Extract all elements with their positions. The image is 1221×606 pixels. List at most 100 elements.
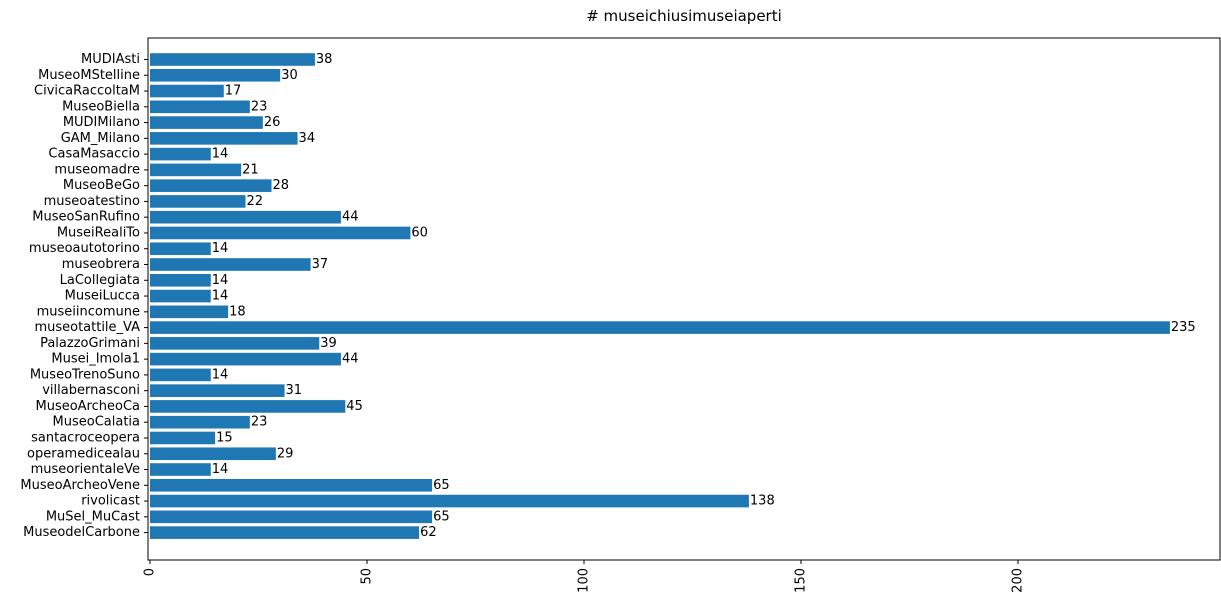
y-tick-label: MuseoArcheoVene bbox=[20, 478, 140, 493]
data-label: 14 bbox=[212, 273, 229, 288]
bar-MuseiLucca bbox=[150, 289, 211, 303]
y-tick-label: villabernasconi bbox=[42, 383, 140, 398]
data-label: 44 bbox=[342, 210, 359, 225]
bar-MuseoSanRufino bbox=[150, 210, 341, 224]
y-tick-label: operamedicealau bbox=[27, 446, 140, 461]
data-label: 17 bbox=[225, 84, 242, 99]
bar-MuseiRealiTo bbox=[150, 226, 411, 240]
chart-title: # museichiusimuseiaperti bbox=[586, 7, 782, 25]
bar-museoatestino bbox=[150, 195, 246, 208]
data-label: 235 bbox=[1171, 320, 1196, 335]
y-tick-label: CivicaRaccoltaM bbox=[34, 84, 140, 99]
bar-museoautotorino bbox=[150, 242, 211, 256]
y-tick-label: museorientaleVe bbox=[31, 462, 140, 477]
y-tick-label: MuSel_MuCast bbox=[46, 509, 140, 524]
bar-CivicaRaccoltaM bbox=[150, 84, 224, 98]
y-tick-label: MuseoSanRufino bbox=[32, 210, 140, 225]
data-label: 44 bbox=[342, 352, 359, 367]
bar-GAM_Milano bbox=[150, 132, 298, 145]
y-tick-label: LaCollegiata bbox=[60, 273, 140, 288]
y-tick-label: museoatestino bbox=[44, 194, 140, 209]
bar-MuseoMStelline bbox=[150, 68, 281, 82]
data-label: 14 bbox=[212, 289, 229, 304]
bars-group bbox=[150, 53, 1170, 539]
y-tick-label: MuseoTrenoSuno bbox=[30, 367, 140, 382]
data-label: 60 bbox=[411, 225, 428, 240]
y-tick-label: museobrera bbox=[62, 257, 140, 272]
x-tick-label: 50 bbox=[360, 568, 375, 585]
data-label: 39 bbox=[320, 336, 337, 351]
y-tick-label: MuseiLucca bbox=[65, 289, 140, 304]
bar-MuseoBiella bbox=[150, 100, 250, 114]
data-label: 23 bbox=[251, 415, 268, 430]
y-tick-label: museiincomune bbox=[37, 304, 140, 319]
y-tick-label: santacroceopera bbox=[31, 430, 140, 445]
y-tick-label: MUDIMilano bbox=[63, 115, 140, 130]
data-label: 22 bbox=[246, 194, 263, 209]
data-label: 28 bbox=[273, 178, 290, 193]
bar-CasaMasaccio bbox=[150, 147, 211, 161]
data-label: 38 bbox=[316, 52, 333, 67]
bar-MuSel_MuCast bbox=[150, 510, 433, 524]
data-label: 23 bbox=[251, 99, 268, 114]
y-tick-label: GAM_Milano bbox=[61, 131, 140, 146]
y-tick-label: MuseiRealiTo bbox=[57, 225, 140, 240]
bar-museomadre bbox=[150, 163, 242, 177]
y-tick-label: museoautotorino bbox=[29, 241, 140, 256]
data-label: 18 bbox=[229, 304, 246, 319]
data-label: 15 bbox=[216, 430, 233, 445]
data-label: 14 bbox=[212, 367, 229, 382]
bar-operamedicealau bbox=[150, 447, 276, 461]
x-tick-label: 150 bbox=[794, 568, 809, 593]
data-label: 30 bbox=[281, 68, 298, 83]
data-label: 29 bbox=[277, 446, 294, 461]
y-tick-label: CasaMasaccio bbox=[48, 147, 140, 162]
bar-MuseoCalatia bbox=[150, 415, 250, 429]
data-label: 62 bbox=[420, 525, 437, 540]
y-tick-label: MuseoArcheoCa bbox=[35, 399, 140, 414]
y-tick-label: museomadre bbox=[54, 162, 140, 177]
data-label: 138 bbox=[750, 494, 775, 509]
y-tick-label: Musei_Imola1 bbox=[51, 352, 140, 367]
data-label: 14 bbox=[212, 147, 229, 162]
bar-MuseodelCarbone bbox=[150, 526, 420, 539]
bar-museobrera bbox=[150, 258, 311, 271]
bar-MUDIAsti bbox=[150, 53, 315, 66]
bar-museorientaleVe bbox=[150, 463, 211, 476]
data-label: 21 bbox=[242, 162, 259, 177]
bar-LaCollegiata bbox=[150, 273, 211, 287]
bar-MUDIMilano bbox=[150, 116, 263, 129]
y-tick-label: MuseoBeGo bbox=[63, 178, 140, 193]
y-tick-label: MUDIAsti bbox=[81, 52, 140, 67]
bar-santacroceopera bbox=[150, 431, 216, 445]
y-tick-label: MuseodelCarbone bbox=[23, 525, 140, 540]
data-label: 45 bbox=[346, 399, 363, 414]
bar-MuseoBeGo bbox=[150, 179, 272, 192]
bar-PalazzoGrimani bbox=[150, 337, 320, 350]
bar-museiincomune bbox=[150, 305, 229, 319]
data-label: 26 bbox=[264, 115, 281, 130]
x-axis: 0 50 100 150 200 bbox=[143, 560, 1026, 593]
y-tick-label: rivolicast bbox=[81, 494, 140, 509]
data-label: 37 bbox=[312, 257, 329, 272]
data-label: 14 bbox=[212, 462, 229, 477]
y-tick-label: MuseoMStelline bbox=[38, 68, 140, 83]
bar-MuseoTrenoSuno bbox=[150, 368, 211, 382]
data-label: 65 bbox=[433, 509, 450, 524]
y-tick-label: MuseoCalatia bbox=[53, 415, 140, 430]
y-tick-label: MuseoBiella bbox=[62, 99, 140, 114]
y-tick-label: museotattile_VA bbox=[34, 320, 140, 335]
bar-villabernasconi bbox=[150, 384, 285, 397]
bar-rivolicast bbox=[150, 494, 749, 508]
data-label: 65 bbox=[433, 478, 450, 493]
bar-museotattile_VA bbox=[150, 321, 1170, 334]
x-tick-label: 0 bbox=[143, 568, 158, 576]
data-label: 34 bbox=[299, 131, 316, 146]
plot-area bbox=[147, 37, 1221, 561]
bar-MuseoArcheoCa bbox=[150, 400, 346, 413]
data-labels: 3830172326341421282244601437141418235394… bbox=[212, 52, 1196, 540]
bar-Musei_Imola1 bbox=[150, 352, 341, 366]
bar-MuseoArcheoVene bbox=[150, 478, 433, 492]
data-label: 14 bbox=[212, 241, 229, 256]
